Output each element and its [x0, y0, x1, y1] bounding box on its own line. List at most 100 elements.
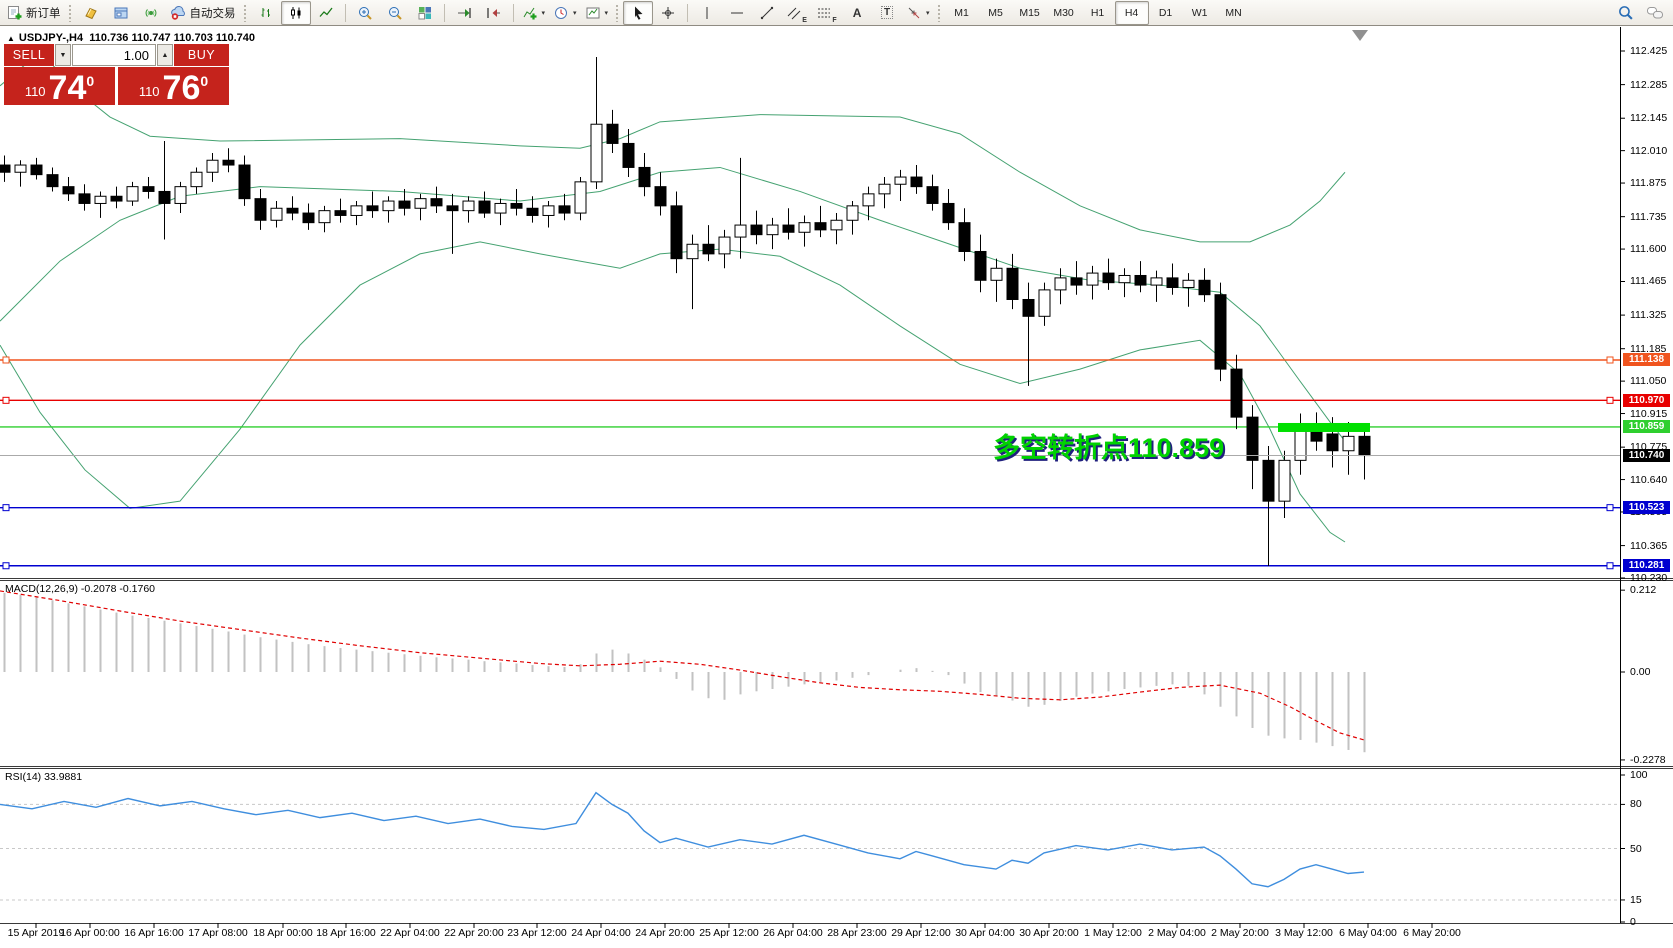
volume-decrease-button[interactable]: ▼ [55, 44, 71, 66]
symbol-ohlc-line: ▲ USDJPY-,H4 110.736 110.747 110.703 110.… [7, 32, 255, 44]
chart-shift-icon [486, 5, 502, 21]
timeframe-w1-button[interactable]: W1 [1191, 6, 1208, 19]
auto-trading-button[interactable]: 自动交易 [166, 1, 240, 25]
horizontal-line-tool-button[interactable] [722, 1, 752, 25]
fibonacci-tool-button[interactable]: F [812, 1, 842, 25]
macd-indicator-label: MACD(12,26,9) -0.2078 -0.1760 [5, 583, 155, 595]
toolbar-separator [512, 3, 514, 22]
line-chart-button[interactable] [311, 1, 341, 25]
chart-shift-button[interactable] [479, 1, 509, 25]
volume-increase-button[interactable]: ▲ [157, 44, 173, 66]
time-axis-label: 3 May 12:00 [1275, 927, 1333, 939]
time-axis-label: 17 Apr 08:00 [188, 927, 248, 939]
vertical-line-tool-button[interactable] [692, 1, 722, 25]
price-tag: 110.740 [1623, 449, 1670, 463]
timeframe-m15-button[interactable]: M15 [1019, 6, 1040, 19]
auto-scroll-button[interactable] [449, 1, 479, 25]
dropdown-arrow-icon: ▾ [926, 9, 930, 17]
axis-tick-label: 110.640 [1630, 473, 1668, 486]
timeframe-m30-button[interactable]: M30 [1053, 6, 1074, 19]
toolbar-grip [615, 3, 621, 22]
time-axis-label: 22 Apr 20:00 [444, 927, 504, 939]
axis-tick-label: 110.915 [1630, 407, 1668, 420]
sell-button-label: SELL [12, 48, 46, 62]
zoom-in-button[interactable] [350, 1, 380, 25]
price-tag: 110.281 [1623, 559, 1670, 573]
templates-button[interactable]: ▾ [581, 1, 613, 25]
navigator-button[interactable] [106, 1, 136, 25]
axis-tick-label: 100 [1630, 769, 1648, 781]
time-axis-label: 29 Apr 12:00 [891, 927, 951, 939]
toolbar-grip [936, 3, 942, 22]
axis-tick-label: 111.600 [1630, 243, 1667, 256]
text-tool-button[interactable]: A [842, 1, 872, 25]
buy-button[interactable]: BUY [174, 44, 229, 66]
bar-chart-icon [258, 5, 274, 21]
axis-tick-label: 111.325 [1630, 309, 1667, 322]
axis-tick-label: 112.010 [1630, 144, 1668, 157]
timeframe-m5-button[interactable]: M5 [988, 6, 1003, 19]
templates-icon [585, 5, 601, 21]
crosshair-tool-button[interactable] [653, 1, 683, 25]
time-axis-label: 16 Apr 00:00 [60, 927, 120, 939]
zoom-out-button[interactable] [380, 1, 410, 25]
timeframe-mn-button[interactable]: MN [1225, 6, 1242, 19]
channel-tool-button[interactable]: E [782, 1, 812, 25]
bar-chart-button[interactable] [251, 1, 281, 25]
candlestick-chart-icon [288, 5, 304, 21]
timeframe-h1-button[interactable]: H1 [1090, 6, 1105, 19]
time-axis-label: 16 Apr 16:00 [124, 927, 184, 939]
channel-icon [787, 5, 801, 21]
collapse-arrow-icon[interactable]: ▲ [7, 34, 15, 43]
time-axis-label: 2 May 04:00 [1148, 927, 1206, 939]
axis-tick-label: 0.00 [1630, 666, 1651, 678]
timeframe-d1-button[interactable]: D1 [1158, 6, 1173, 19]
toolbar-grip [242, 3, 248, 22]
timeframe-m1-button[interactable]: M1 [954, 6, 969, 19]
market-watch-icon [83, 5, 99, 21]
sell-button[interactable]: SELL [4, 44, 54, 66]
pivot-annotation-text[interactable]: 多空转折点110.859 [993, 433, 1225, 463]
indicators-button[interactable]: ▾ [518, 1, 550, 25]
axis-tick-label: 50 [1630, 842, 1642, 855]
axis-tick-label: 112.145 [1630, 112, 1668, 125]
chat-button[interactable] [1640, 1, 1670, 25]
buy-button-label: BUY [187, 48, 216, 62]
time-axis-label: 23 Apr 12:00 [507, 927, 567, 939]
time-axis-label: 15 Apr 2019 [7, 927, 65, 939]
terminal-button[interactable] [136, 1, 166, 25]
timeframe-h4-button[interactable]: H4 [1114, 0, 1149, 25]
arrows-tool-button[interactable]: ▾ [902, 1, 934, 25]
line-chart-icon [318, 5, 334, 21]
sell-price-display[interactable]: 110 74 0 [4, 67, 115, 105]
text-tool-icon: A [852, 5, 862, 20]
main-toolbar: 新订单 自动交易 ▾ ▾ ▾ E F A T ▾ M1 M5 M15 M30 H1 H4 D… [0, 0, 1673, 26]
buy-price-base: 110 [138, 84, 160, 99]
time-axis-label: 18 Apr 16:00 [316, 927, 376, 939]
axis-tick-label: 112.285 [1630, 78, 1668, 91]
search-button[interactable] [1610, 1, 1640, 25]
new-order-button[interactable]: 新订单 [3, 1, 65, 25]
dropdown-arrow-icon: ▾ [573, 9, 577, 17]
auto-scroll-icon [456, 5, 472, 21]
axis-tick-label: 15 [1630, 893, 1642, 906]
arrows-icon [906, 5, 922, 21]
trendline-tool-button[interactable] [752, 1, 782, 25]
market-watch-button[interactable] [76, 1, 106, 25]
terminal-icon [143, 5, 159, 21]
candlestick-chart-button[interactable] [280, 0, 311, 25]
periods-button[interactable]: ▾ [549, 1, 581, 25]
tile-windows-button[interactable] [410, 1, 440, 25]
new-order-icon [7, 5, 23, 21]
label-tool-button[interactable]: T [872, 1, 902, 25]
chart-canvas[interactable] [0, 27, 1673, 948]
spin-down-icon: ▼ [59, 51, 67, 59]
buy-price-display[interactable]: 110 76 0 [118, 67, 229, 105]
cursor-tool-button[interactable] [623, 0, 654, 25]
axis-tick-label: 111.465 [1630, 275, 1667, 288]
toolbar-separator [687, 3, 689, 22]
new-order-label: 新订单 [26, 7, 61, 20]
axis-tick-label: 80 [1630, 798, 1642, 811]
volume-input[interactable]: 1.00 [72, 44, 156, 66]
fibonacci-icon [817, 5, 831, 21]
